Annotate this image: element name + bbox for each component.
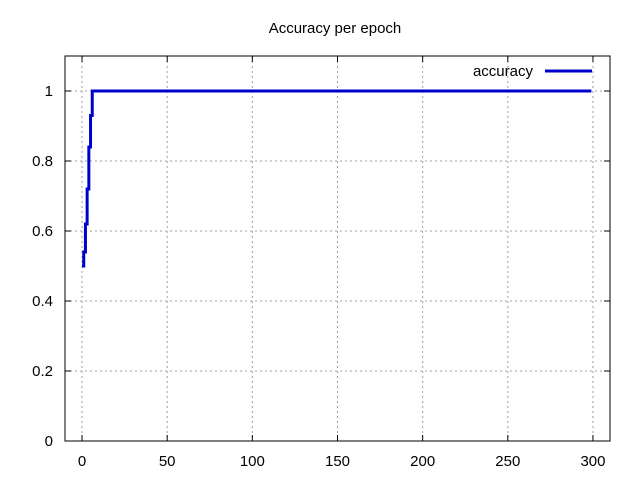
x-tick-label: 50 [159, 453, 176, 470]
plot-frame [64, 55, 611, 442]
x-tick-label: 150 [325, 453, 350, 470]
legend-label: accuracy [473, 63, 534, 80]
y-tick-label: 0 [45, 433, 53, 450]
x-tick-label: 300 [580, 453, 605, 470]
chart-title: Accuracy per epoch [269, 20, 402, 37]
x-tick-label: 250 [495, 453, 520, 470]
x-tick-label: 0 [78, 453, 86, 470]
y-tick-label: 0.2 [32, 363, 53, 380]
x-tick-label: 200 [410, 453, 435, 470]
series-line-accuracy [82, 89, 592, 268]
y-tick-label: 0.6 [32, 223, 53, 240]
x-tick-label: 100 [240, 453, 265, 470]
legend: accuracy [473, 63, 592, 80]
grid [65, 56, 610, 442]
series-layer [82, 89, 592, 268]
y-tick-label: 0.8 [32, 153, 53, 170]
y-tick-label: 0.4 [32, 293, 53, 310]
axis-ticks: 0 50 100 150 200 250 300 0 0.2 0.4 0.6 0.8 1 [32, 56, 610, 470]
y-tick-label: 1 [45, 83, 53, 100]
